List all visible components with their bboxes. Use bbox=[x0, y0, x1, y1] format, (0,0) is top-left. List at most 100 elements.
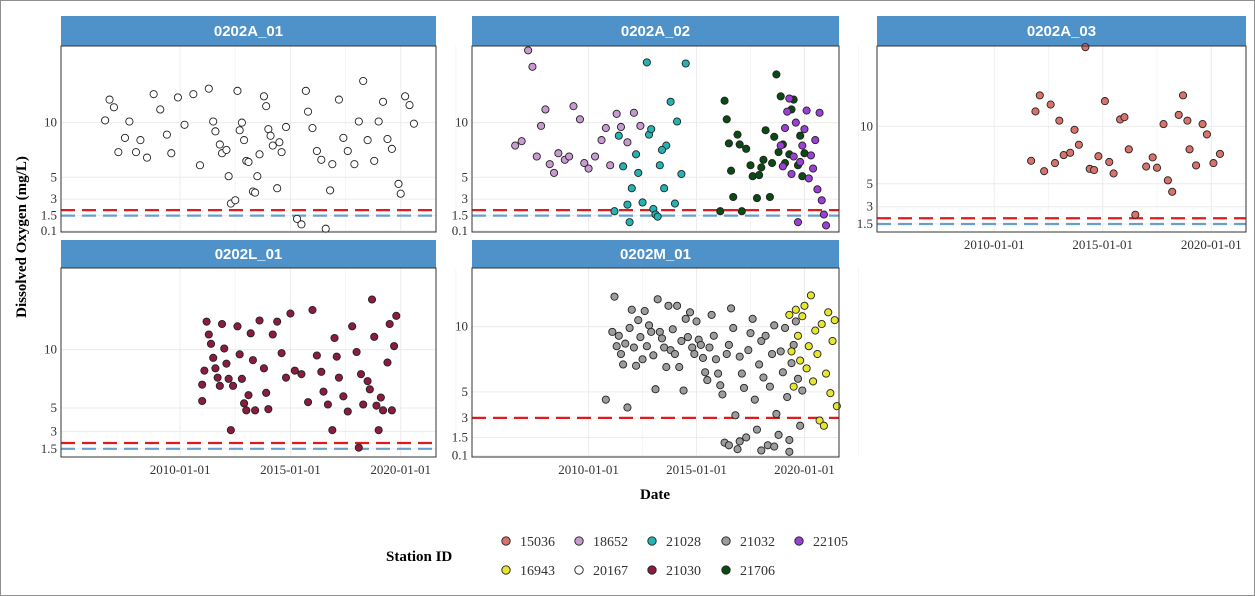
data-point bbox=[1174, 110, 1183, 119]
series-21032 bbox=[601, 292, 807, 456]
data-point bbox=[231, 196, 240, 205]
x-tick-label: 2010-01-01 bbox=[558, 462, 619, 477]
data-point bbox=[226, 426, 235, 435]
data-point bbox=[1209, 159, 1218, 168]
data-point bbox=[379, 406, 388, 415]
data-point bbox=[662, 363, 671, 372]
data-point bbox=[264, 125, 273, 134]
data-point bbox=[800, 125, 809, 134]
data-point bbox=[584, 164, 593, 173]
data-point bbox=[640, 306, 649, 316]
data-point bbox=[757, 163, 766, 172]
data-point bbox=[798, 312, 807, 321]
y-tick-label: 10 bbox=[44, 115, 57, 130]
data-point bbox=[220, 344, 229, 353]
facet-panels: 0202A_010.11.535100202A_020.11.535100202… bbox=[41, 16, 1247, 477]
data-point bbox=[317, 155, 326, 164]
legend-item: 21706 bbox=[721, 564, 775, 579]
data-point bbox=[109, 103, 118, 112]
data-point bbox=[180, 120, 189, 129]
data-point bbox=[677, 336, 686, 346]
data-point bbox=[709, 331, 718, 340]
x-tick-label: 2020-01-01 bbox=[1181, 237, 1242, 252]
facet-panel: 0202L_01 1.5 3 5 10 2010-01-01 2015-01-01 2020-… bbox=[41, 240, 457, 477]
y-tick-label: 5 bbox=[462, 384, 469, 399]
data-point bbox=[259, 364, 268, 373]
data-point bbox=[262, 388, 271, 397]
data-point bbox=[352, 347, 361, 357]
data-point bbox=[580, 159, 589, 168]
legend-item: 21032 bbox=[721, 535, 775, 550]
legend-item: 16943 bbox=[501, 564, 555, 579]
data-point bbox=[591, 152, 600, 161]
data-point bbox=[681, 59, 690, 68]
data-point bbox=[312, 351, 321, 360]
data-point bbox=[511, 141, 520, 150]
series-21028 bbox=[610, 58, 690, 227]
data-point bbox=[826, 389, 835, 398]
data-point bbox=[657, 145, 667, 154]
data-point bbox=[759, 155, 768, 164]
data-point bbox=[748, 172, 757, 181]
data-point bbox=[326, 186, 335, 195]
data-point bbox=[198, 380, 207, 389]
data-point bbox=[629, 108, 638, 117]
data-point bbox=[374, 426, 383, 435]
data-point bbox=[707, 310, 716, 319]
data-point bbox=[195, 161, 205, 170]
data-point bbox=[621, 339, 630, 348]
data-point bbox=[711, 355, 720, 364]
data-point bbox=[1202, 130, 1211, 139]
data-point bbox=[677, 169, 686, 179]
data-point bbox=[809, 164, 818, 173]
legend-label: 22105 bbox=[813, 535, 848, 550]
data-point bbox=[198, 396, 207, 406]
data-point bbox=[673, 117, 682, 126]
data-point bbox=[765, 382, 774, 391]
legend-item: 22105 bbox=[794, 535, 848, 550]
data-point bbox=[237, 118, 246, 127]
legend-item: 21030 bbox=[647, 564, 701, 579]
data-point bbox=[787, 359, 796, 368]
data-point bbox=[321, 224, 330, 233]
data-point bbox=[251, 406, 260, 415]
data-point bbox=[731, 411, 740, 420]
data-point bbox=[778, 162, 787, 171]
data-point bbox=[597, 136, 606, 145]
data-point bbox=[370, 332, 379, 341]
legend-label: 18652 bbox=[593, 535, 628, 550]
legend-swatch bbox=[794, 536, 804, 546]
data-point bbox=[235, 350, 244, 359]
data-point bbox=[636, 333, 645, 342]
y-tick-label: 0.1 bbox=[452, 223, 468, 238]
data-point bbox=[821, 221, 831, 230]
data-point bbox=[647, 125, 656, 134]
data-point bbox=[383, 134, 392, 144]
panel-background bbox=[61, 46, 436, 232]
data-point bbox=[301, 86, 310, 95]
data-point bbox=[545, 160, 554, 169]
data-point bbox=[222, 145, 231, 154]
y-tick-label: 5 bbox=[51, 400, 58, 415]
data-point bbox=[785, 447, 794, 456]
data-point bbox=[735, 140, 744, 149]
data-point bbox=[770, 132, 779, 141]
data-point bbox=[765, 192, 774, 202]
data-point bbox=[565, 152, 574, 161]
data-point bbox=[793, 374, 803, 383]
data-point bbox=[290, 366, 299, 375]
legend-swatch bbox=[501, 536, 511, 546]
x-axis-title: Date bbox=[640, 487, 670, 503]
data-point bbox=[625, 323, 634, 333]
data-point bbox=[670, 199, 679, 208]
data-point bbox=[679, 386, 688, 395]
data-point bbox=[1185, 145, 1194, 154]
data-point bbox=[634, 316, 643, 325]
data-point bbox=[1168, 187, 1177, 196]
data-point bbox=[785, 94, 794, 103]
data-point bbox=[524, 46, 533, 55]
data-point bbox=[1142, 162, 1151, 171]
data-point bbox=[625, 218, 634, 227]
data-point bbox=[394, 179, 403, 188]
x-tick-label: 2015-01-01 bbox=[666, 462, 727, 477]
